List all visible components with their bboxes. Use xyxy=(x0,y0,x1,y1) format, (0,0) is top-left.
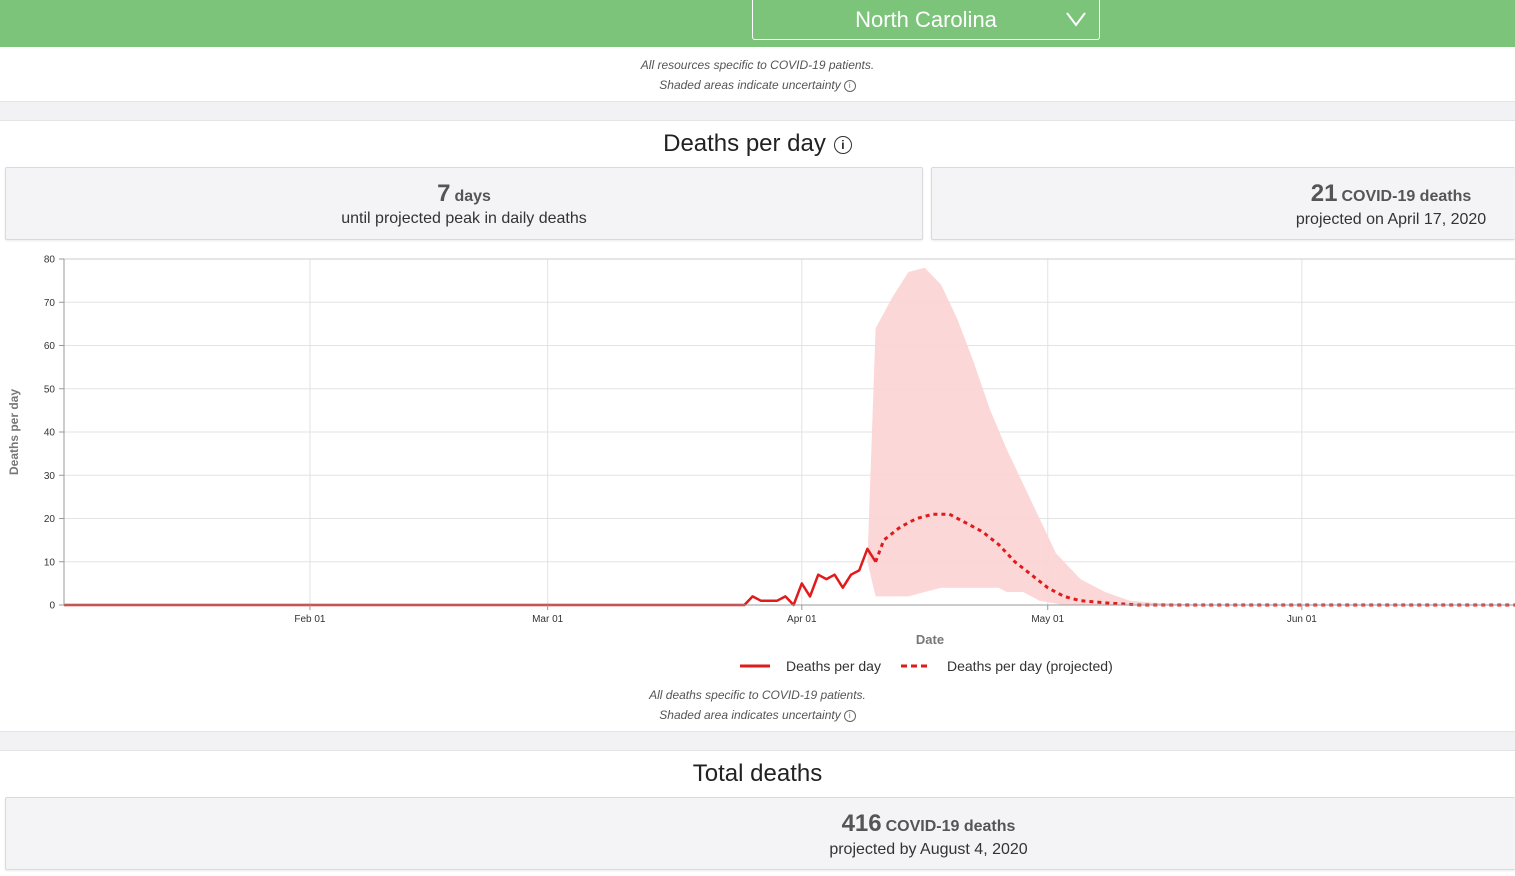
deaths-per-day-heading: Deaths per day i xyxy=(0,130,1515,158)
peak-days-caption: until projected peak in daily deaths xyxy=(341,210,587,227)
info-icon[interactable]: i xyxy=(833,135,852,154)
uncertainty-band xyxy=(867,267,1204,605)
resources-note-text: Shaded areas indicate uncertainty xyxy=(659,78,841,92)
deaths-per-day-chart: 0 10 20 30 40 50 60 70 80 Feb 01 Mar 01 Apr 01 May 0… xyxy=(7,255,1515,674)
x-tick-label: May 01 xyxy=(1031,614,1064,625)
peak-days-unit: days xyxy=(454,188,491,205)
peak-days-value: 7 xyxy=(437,180,451,207)
info-icon[interactable]: i xyxy=(843,709,856,722)
series-line-actual xyxy=(64,547,877,607)
total-deaths-unit: COVID-19 deaths xyxy=(885,818,1016,835)
deaths-per-day-panel: Deaths per day i 7 days until projected pe… xyxy=(0,120,1515,732)
total-deaths-caption: projected by August 4, 2020 xyxy=(829,841,1028,858)
peak-deaths-card: 21 COVID-19 deaths projected on April 17,… xyxy=(931,167,1515,240)
peak-days-card: 7 days until projected peak in daily deat… xyxy=(5,167,923,240)
peak-deaths-value: 21 xyxy=(1310,180,1338,207)
chart-footnote-text: Shaded area indicates uncertainty xyxy=(659,708,841,722)
x-tick-label: Feb 01 xyxy=(294,614,326,625)
total-deaths-card: 416 COVID-19 deaths projected by August 4… xyxy=(5,797,1515,870)
total-deaths-title: Total deaths xyxy=(692,760,823,787)
deaths-per-day-title: Deaths per day xyxy=(663,130,826,157)
y-tick-label: 10 xyxy=(44,557,56,568)
y-tick-label: 0 xyxy=(49,601,55,612)
y-axis-title: Deaths per day xyxy=(7,389,21,475)
resources-note-line2: Shaded areas indicate uncertainty i xyxy=(0,78,1515,92)
top-bar: North Carolina xyxy=(0,0,1515,47)
total-deaths-panel: Total deaths 416 COVID-19 deaths projecte… xyxy=(0,750,1515,876)
peak-deaths-unit: COVID-19 deaths xyxy=(1341,188,1472,205)
info-icon[interactable]: i xyxy=(843,79,856,92)
resources-note-line1: All resources specific to COVID-19 patie… xyxy=(640,58,875,72)
series-line-projected xyxy=(874,512,1515,607)
chart-footnote-2: Shaded area indicates uncertainty i xyxy=(0,708,1515,722)
state-select-value: North Carolina xyxy=(855,7,997,32)
y-tick-label: 30 xyxy=(44,471,56,482)
y-tick-label: 70 xyxy=(44,298,56,309)
y-tick-label: 80 xyxy=(44,255,56,266)
legend-label-actual: Deaths per day xyxy=(786,658,881,674)
legend-label-projected: Deaths per day (projected) xyxy=(947,658,1113,674)
total-deaths-value: 416 xyxy=(841,810,882,837)
y-tick-label: 40 xyxy=(44,428,56,439)
resources-note: All resources specific to COVID-19 patie… xyxy=(0,47,1515,102)
state-select[interactable]: North Carolina xyxy=(752,0,1100,40)
peak-deaths-caption: projected on April 17, 2020 xyxy=(1295,211,1487,228)
chevron-down-icon xyxy=(1066,12,1086,27)
x-tick-label: Mar 01 xyxy=(532,614,564,625)
y-tick-label: 50 xyxy=(44,384,56,395)
x-tick-label: Jun 01 xyxy=(1287,614,1317,625)
chart-footnote-1: All deaths specific to COVID-19 patients… xyxy=(649,688,866,702)
y-tick-label: 60 xyxy=(44,341,56,352)
x-tick-label: Apr 01 xyxy=(787,614,817,625)
y-tick-label: 20 xyxy=(44,514,56,525)
x-axis-title: Date xyxy=(916,632,944,647)
